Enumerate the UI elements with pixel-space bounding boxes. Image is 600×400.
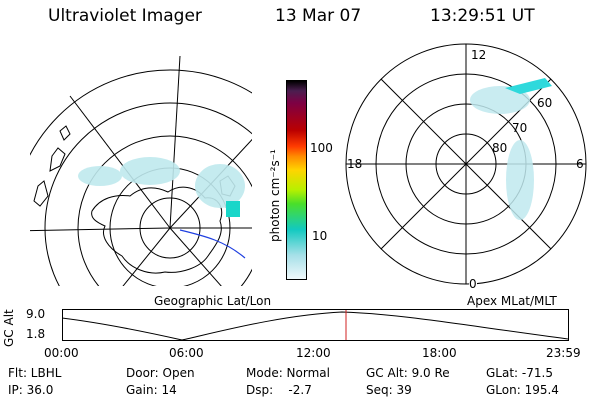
geo-lat-circle [77,135,252,286]
coastline [59,125,71,141]
orbit-xtick-1800: 18:00 [422,346,457,360]
gain-info: Gain: 14 [126,383,177,397]
geo-meridian [122,227,171,286]
geo-meridian [30,227,171,232]
seq-info: Seq: 39 [366,383,412,397]
aurora-patch [78,166,122,186]
mode-info: Mode: Normal [246,366,330,380]
aurora-bright [226,201,240,217]
observation-date: 13 Mar 07 [275,6,362,26]
geo-lat-circle [30,69,252,156]
geo-meridian [169,227,222,286]
mlt-label-12: 12 [471,48,487,62]
orbit-altitude-curve [62,311,569,341]
color-scale-bar [286,80,307,280]
orbit-ytick-9: 9.0 [26,307,46,321]
geo-meridian [69,95,171,229]
observation-time: 13:29:51 UT [430,6,535,26]
orbit-axis-label: GC Alt [2,309,16,347]
mlt-label-6: 6 [576,157,584,171]
glon-info: GLon: 195.4 [486,383,559,397]
aurora-patch [470,86,530,114]
mlat-label-80: 80 [492,141,508,155]
colorbar-tick-100: 100 [310,141,333,155]
filter-info: Flt: LBHL [8,366,62,380]
mlt-label-18: 18 [347,157,363,171]
orbit-ytick-1.8: 1.8 [26,327,46,341]
ip-info: IP: 36.0 [8,383,54,397]
gc-alt-info: GC Alt: 9.0 Re [366,366,450,380]
aurora-bright [505,78,552,94]
mlat-label-70: 70 [512,121,528,135]
aurora-patch [506,140,534,220]
mlt-label-0: 0 [469,277,477,291]
orbit-xtick-0000: 00:00 [44,346,79,360]
antarctica-outline [91,186,223,274]
geo-lat-circle [44,102,252,286]
aurora-patch [195,164,245,208]
orbit-altitude-plot [62,309,569,341]
geographic-map [30,55,252,286]
orbit-xtick-2359: 23:59 [546,346,581,360]
geo-panel-label: Geographic Lat/Lon [154,294,272,308]
door-info: Door: Open [126,366,195,380]
coastline [49,147,66,172]
mlt-polar-plot [345,43,587,285]
colorbar-units-label: photon cm⁻²s⁻¹ [268,149,282,242]
orbit-xtick-0600: 06:00 [169,346,204,360]
colorbar-tick-10: 10 [312,229,328,243]
mlat-label-60: 60 [537,96,553,110]
orbit-xtick-1200: 12:00 [296,346,331,360]
glat-info: GLat: -71.5 [486,366,553,380]
dsp-info: Dsp: -2.7 [246,383,312,397]
coastline [33,180,49,207]
mlt-panel-label: Apex MLat/MLT [467,294,557,308]
aurora-patch [120,157,180,185]
geo-meridian [169,55,181,229]
satellite-track [179,229,246,259]
orbit-plot-frame [62,309,569,341]
app-title: Ultraviolet Imager [48,6,202,26]
